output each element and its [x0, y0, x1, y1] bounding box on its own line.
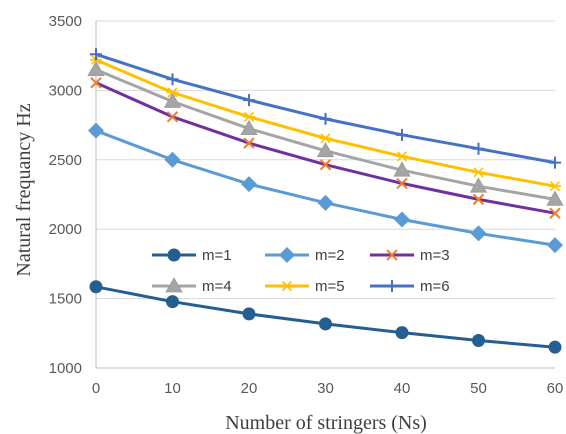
series-group [87, 48, 564, 354]
data-point [319, 133, 332, 144]
y-tick-labels: 1000 1500 2000 2500 3000 3500 [49, 13, 82, 377]
data-point [472, 142, 485, 155]
data-point [90, 48, 102, 61]
x-tick-label: 60 [547, 380, 564, 397]
gridlines [96, 20, 555, 369]
data-point [316, 141, 335, 158]
x-tick-label: 0 [92, 380, 100, 397]
data-point [240, 119, 258, 135]
axes [95, 21, 555, 369]
data-point [243, 94, 255, 107]
data-point [163, 92, 182, 108]
legend-marker [281, 280, 293, 292]
data-point [393, 161, 411, 177]
legend-item: m=4 [152, 277, 232, 295]
data-point [87, 60, 105, 76]
x-tick-label: 20 [241, 380, 258, 397]
data-point [395, 326, 409, 340]
data-point [243, 137, 255, 149]
series-m=2 [88, 122, 563, 254]
data-point [90, 77, 102, 89]
data-point [472, 193, 485, 206]
x-tick-label: 40 [394, 380, 411, 397]
data-point [243, 111, 255, 122]
x-tick-label: 50 [470, 380, 487, 397]
series-m=6 [90, 48, 561, 169]
legend-label: m=1 [202, 247, 232, 264]
x-tick-labels: 0 10 20 30 40 50 60 [92, 380, 564, 397]
legend-item: m=5 [265, 278, 345, 295]
data-point [548, 340, 562, 354]
data-point [549, 207, 561, 219]
data-point [547, 237, 563, 254]
data-point [317, 194, 334, 211]
data-point [546, 190, 564, 206]
legend-marker [386, 280, 398, 292]
legend-marker [386, 249, 398, 261]
data-point [396, 151, 408, 162]
legend-item: m=2 [265, 247, 345, 264]
data-point [469, 177, 488, 193]
data-point [242, 307, 256, 321]
legend-label: m=2 [315, 247, 345, 264]
legend-label: m=3 [420, 247, 450, 264]
y-tick-label: 3000 [49, 82, 82, 99]
data-point [166, 73, 179, 86]
series-m=5 [90, 54, 561, 192]
x-tick-label: 30 [317, 380, 334, 397]
y-tick-label: 1500 [49, 291, 82, 308]
legend-label: m=6 [420, 278, 450, 295]
series-m=1 [89, 280, 562, 354]
data-point [319, 112, 332, 125]
legend-label: m=5 [315, 278, 345, 295]
data-point [396, 177, 408, 190]
data-point [549, 181, 561, 192]
legend-marker [165, 277, 183, 293]
legend-label: m=4 [202, 278, 232, 295]
y-tick-label: 2500 [49, 152, 82, 169]
y-tick-label: 3500 [49, 13, 82, 30]
legend-marker [167, 248, 181, 262]
data-point [472, 334, 485, 348]
x-tick-label: 10 [164, 380, 181, 397]
legend-item: m=3 [370, 247, 450, 264]
data-point [319, 158, 332, 171]
data-point [88, 122, 104, 139]
x-axis-title: Number of stringers (Ns) [225, 412, 427, 434]
y-tick-label: 2000 [49, 221, 82, 238]
data-point [549, 156, 561, 169]
data-point [89, 280, 103, 294]
data-point [166, 111, 179, 123]
series-line [95, 285, 556, 349]
data-point [166, 87, 179, 98]
series-m=3 [90, 77, 561, 219]
legend-item: m=1 [152, 247, 232, 264]
data-point [472, 167, 485, 178]
data-point [319, 317, 332, 331]
data-point [166, 295, 179, 309]
legend-item: m=6 [370, 278, 450, 295]
data-point [394, 211, 410, 228]
data-point [470, 225, 487, 242]
series-m=4 [87, 60, 564, 206]
data-point [164, 151, 181, 168]
legend: m=1 m=2 m=3 m=4 m=5 m=6 [152, 247, 450, 295]
data-point [241, 176, 257, 193]
data-point [396, 128, 408, 141]
legend-marker [279, 247, 295, 263]
y-axis-title: Natural frequancy Hz [13, 103, 35, 276]
y-tick-label: 1000 [49, 360, 82, 377]
